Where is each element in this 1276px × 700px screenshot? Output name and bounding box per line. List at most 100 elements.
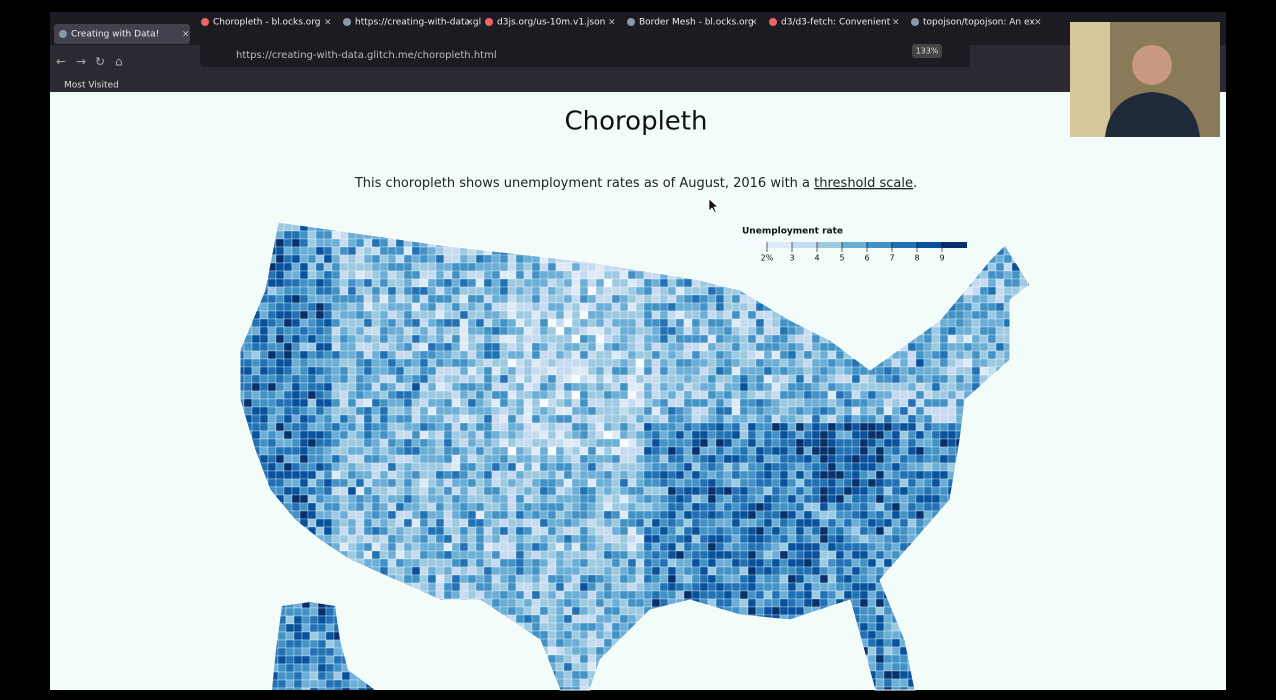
county bbox=[251, 382, 261, 392]
county bbox=[723, 446, 733, 456]
county bbox=[843, 446, 853, 456]
county bbox=[483, 374, 493, 384]
county bbox=[307, 494, 317, 504]
county bbox=[339, 414, 349, 424]
county bbox=[947, 310, 957, 320]
county bbox=[763, 310, 773, 320]
county bbox=[555, 510, 565, 520]
county bbox=[651, 574, 661, 584]
county bbox=[371, 334, 381, 344]
county bbox=[651, 374, 661, 384]
county bbox=[515, 454, 525, 464]
county bbox=[715, 486, 725, 496]
reload-button[interactable]: ↻ bbox=[95, 55, 105, 69]
county bbox=[579, 470, 589, 480]
county bbox=[427, 502, 437, 512]
county bbox=[371, 534, 381, 544]
county bbox=[563, 470, 573, 480]
county bbox=[275, 294, 285, 304]
county bbox=[411, 278, 421, 288]
county bbox=[315, 342, 325, 352]
county bbox=[659, 446, 669, 456]
county bbox=[835, 566, 845, 576]
county bbox=[715, 334, 725, 344]
county bbox=[563, 598, 573, 608]
county bbox=[451, 246, 461, 256]
county bbox=[595, 342, 605, 352]
county bbox=[571, 302, 581, 312]
county bbox=[571, 574, 581, 584]
county bbox=[403, 302, 413, 312]
county bbox=[347, 358, 357, 368]
county bbox=[387, 454, 397, 464]
county bbox=[499, 326, 509, 336]
county bbox=[683, 342, 693, 352]
county bbox=[859, 598, 869, 608]
county bbox=[643, 422, 653, 432]
county bbox=[395, 350, 405, 360]
county bbox=[827, 502, 837, 512]
county bbox=[635, 334, 645, 344]
county bbox=[707, 398, 717, 408]
county bbox=[411, 318, 421, 328]
county bbox=[595, 302, 605, 312]
county bbox=[523, 526, 533, 536]
county bbox=[291, 462, 301, 472]
description-link[interactable]: threshold scale bbox=[814, 176, 913, 191]
county bbox=[995, 302, 1005, 312]
county bbox=[291, 374, 301, 384]
county bbox=[283, 262, 293, 272]
county bbox=[731, 366, 741, 376]
county bbox=[827, 430, 837, 440]
county bbox=[547, 446, 557, 456]
county bbox=[595, 350, 605, 360]
county bbox=[907, 510, 917, 520]
county bbox=[987, 302, 997, 312]
county bbox=[419, 262, 429, 272]
county bbox=[379, 342, 389, 352]
county bbox=[771, 566, 781, 576]
county bbox=[619, 334, 629, 344]
county bbox=[467, 318, 477, 328]
county bbox=[843, 470, 853, 480]
bookmark[interactable]: Most Visited bbox=[64, 81, 119, 91]
county bbox=[859, 398, 869, 408]
url[interactable]: https://creating-with-data.glitch.me/cho… bbox=[236, 50, 497, 61]
county bbox=[267, 454, 277, 464]
county bbox=[387, 438, 397, 448]
county bbox=[763, 334, 773, 344]
county bbox=[707, 374, 717, 384]
county bbox=[747, 422, 757, 432]
zoom[interactable]: 133% bbox=[916, 47, 939, 56]
county bbox=[379, 414, 389, 424]
county bbox=[835, 366, 845, 376]
county bbox=[755, 566, 765, 576]
back-button[interactable]: ← bbox=[56, 55, 66, 69]
url-bar[interactable] bbox=[200, 42, 970, 67]
county bbox=[283, 430, 293, 440]
county bbox=[411, 438, 421, 448]
county bbox=[971, 286, 981, 296]
county bbox=[259, 310, 269, 320]
county bbox=[651, 582, 661, 592]
county bbox=[811, 462, 821, 472]
county bbox=[723, 598, 733, 608]
county bbox=[443, 486, 453, 496]
county bbox=[699, 318, 709, 328]
county bbox=[331, 318, 341, 328]
home-button[interactable]: ⌂ bbox=[115, 55, 123, 69]
county bbox=[515, 478, 525, 488]
county bbox=[771, 318, 781, 328]
zoom-badge[interactable] bbox=[912, 44, 942, 58]
county bbox=[539, 382, 549, 392]
county bbox=[499, 294, 509, 304]
county bbox=[811, 390, 821, 400]
county bbox=[283, 366, 293, 376]
county bbox=[635, 510, 645, 520]
county bbox=[451, 438, 461, 448]
county bbox=[323, 446, 333, 456]
county bbox=[507, 550, 517, 560]
county bbox=[635, 462, 645, 472]
forward-button[interactable]: → bbox=[76, 55, 86, 69]
county bbox=[427, 550, 437, 560]
